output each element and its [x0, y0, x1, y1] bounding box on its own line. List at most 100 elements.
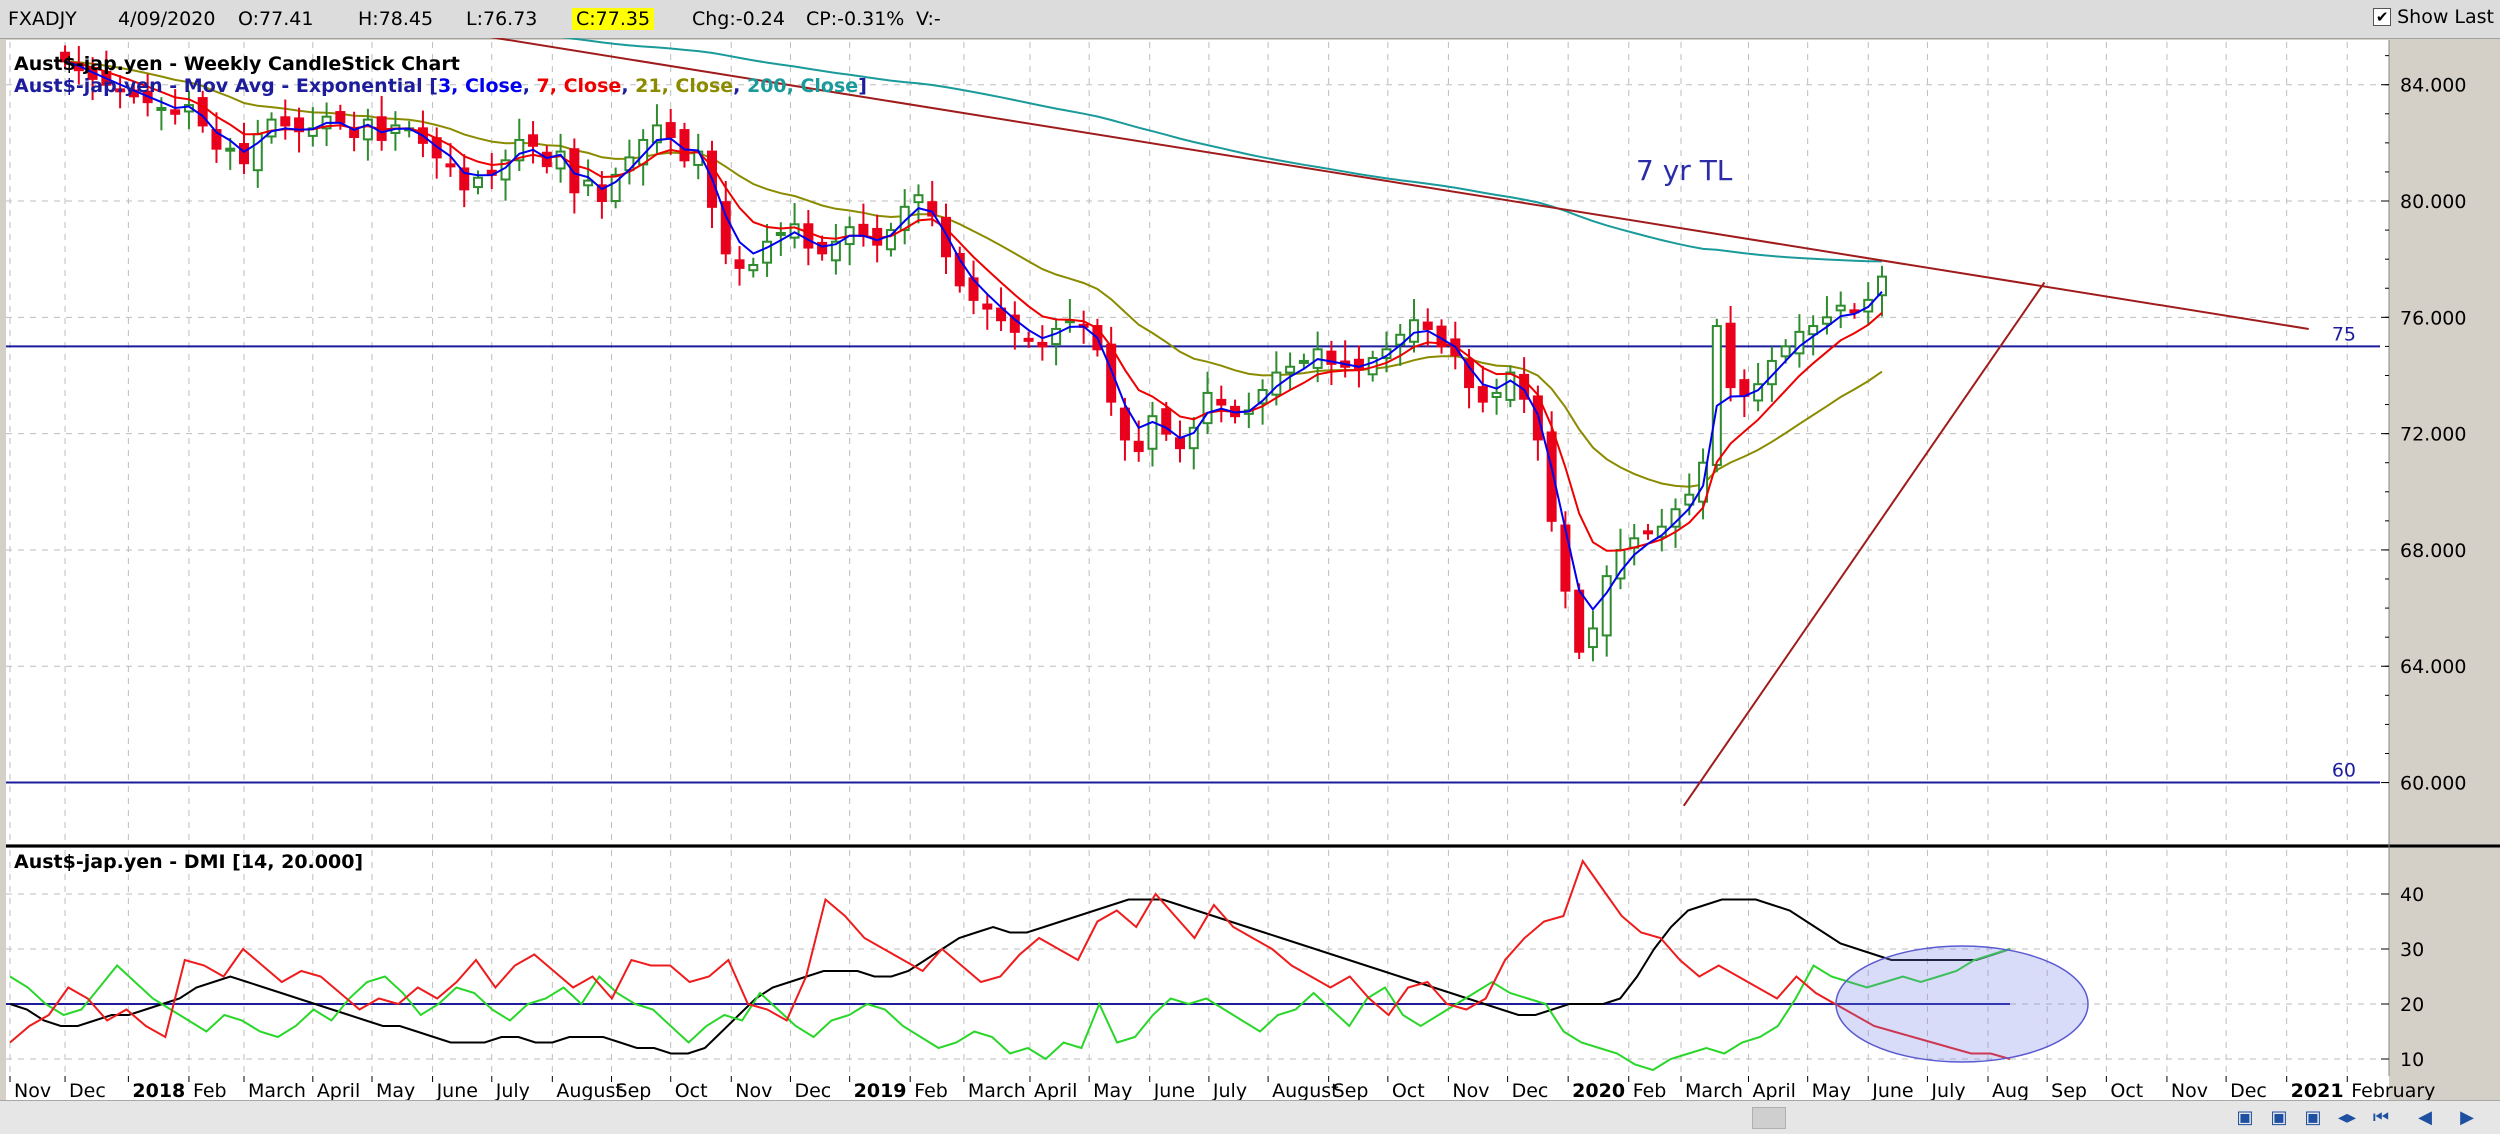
candle-body — [1780, 345, 1791, 358]
dmi-highlight-ellipse — [1835, 945, 2089, 1063]
legend-part-3: 7, Close — [537, 75, 622, 97]
x-tick-label: July — [1212, 1080, 1247, 1100]
dmi-y-tick-label: 20 — [2400, 994, 2424, 1016]
step-forward-button[interactable]: ▶ — [2460, 1107, 2474, 1128]
candle-body — [596, 184, 607, 203]
y-tick-label: 76.000 — [2400, 307, 2466, 329]
zoom-in-button[interactable]: ▣ — [2236, 1107, 2254, 1128]
candle-body — [1133, 440, 1144, 453]
candle-body — [1037, 341, 1048, 348]
price-chart-title: Aust$-jap.yen - Weekly CandleStick Chart — [14, 53, 460, 75]
reset-zoom-button[interactable]: ▣ — [2304, 1107, 2322, 1128]
candle-body — [1821, 316, 1832, 325]
trendline-1 — [1682, 281, 2046, 807]
candle-body — [1739, 379, 1750, 397]
go-start-button[interactable]: ⏮ — [2372, 1107, 2390, 1128]
step-back-button[interactable]: ◀ — [2418, 1107, 2432, 1128]
y-tick-label: 84.000 — [2400, 75, 2466, 97]
legend-part-1: 3, Close — [438, 75, 523, 97]
candle-body — [1409, 319, 1419, 343]
x-tick-label: July — [1930, 1080, 1965, 1100]
x-tick-label: Aug — [1992, 1080, 2029, 1100]
horizontal-scrollbar[interactable]: ▣ ▣ ▣ ◂▸ ⏮ ◀ ▶ — [0, 1100, 2500, 1134]
dmi-y-tick-label: 10 — [2400, 1049, 2424, 1071]
candle-body — [1106, 343, 1117, 403]
candle-body — [1051, 327, 1062, 346]
candle-body — [1505, 371, 1516, 401]
candle-body — [1147, 415, 1158, 450]
candle-body — [1285, 365, 1296, 374]
candle-body — [734, 259, 745, 269]
candle-body — [225, 147, 236, 152]
candle-body — [445, 163, 456, 168]
volume-label: V:- — [916, 8, 941, 30]
candle-body — [1161, 408, 1172, 435]
x-tick-label: May — [1093, 1080, 1132, 1100]
candle-body — [473, 176, 483, 189]
x-tick-label: Feb — [1633, 1080, 1667, 1100]
candle-body — [610, 173, 621, 203]
dmi-plot — [6, 858, 2089, 1072]
candle-body — [1298, 359, 1309, 364]
legend-part-2: , — [523, 75, 537, 97]
candle-body — [1601, 575, 1612, 637]
x-tick-label: April — [1034, 1080, 1077, 1100]
x-tick-label: August — [556, 1080, 623, 1100]
close-label: C:77.35 — [572, 8, 655, 30]
candle-body — [913, 194, 924, 204]
fit-button[interactable]: ◂▸ — [2337, 1107, 2357, 1128]
candle-body — [996, 307, 1007, 322]
candle-body — [362, 118, 373, 141]
dmi-panel-background — [6, 848, 2389, 1076]
candle-body — [528, 134, 539, 147]
candle-body — [830, 240, 841, 262]
candle-body — [335, 111, 346, 124]
candle-body — [170, 109, 181, 115]
candle-body — [665, 122, 676, 139]
x-tick-label: June — [436, 1080, 478, 1100]
dmi-series-+DI — [9, 948, 2011, 1072]
candle-body — [459, 167, 470, 191]
x-tick-label: August — [1272, 1080, 1339, 1100]
candle-body — [1188, 426, 1199, 450]
candle-body — [1119, 407, 1130, 441]
candle-body — [1574, 589, 1585, 653]
candle-body — [1835, 304, 1846, 312]
candle-body — [941, 216, 951, 258]
show-last-checkbox[interactable]: ✔ — [2373, 8, 2392, 26]
legend-part-7: 200, Close — [747, 75, 858, 97]
candle-body — [1353, 358, 1364, 371]
x-tick-label: Nov — [1452, 1080, 1489, 1100]
axes: Nov Dec 2018 Feb March April May June July August… — [9, 55, 2466, 1100]
hline-label-60: 60 — [2332, 760, 2356, 782]
candle-body — [1422, 321, 1433, 330]
hline-label-75: 75 — [2332, 323, 2356, 345]
info-bar: FXADJY 4/09/2020 O:77.41 H:78.45 L:76.73… — [0, 0, 2500, 39]
y-tick-label: 80.000 — [2400, 191, 2466, 213]
candle-body — [1560, 524, 1571, 592]
y-tick-label: 64.000 — [2400, 656, 2466, 678]
candle-body — [927, 201, 938, 217]
x-axis-background — [6, 1076, 2389, 1100]
change-label: Chg:-0.24 — [692, 8, 785, 30]
candle-body — [1491, 391, 1502, 398]
dmi-series--DI — [9, 858, 2011, 1060]
legend-part-6: , — [733, 75, 747, 97]
zoom-out-button[interactable]: ▣ — [2270, 1107, 2288, 1128]
candle-body — [679, 129, 690, 162]
change-pct-label: CP:-0.31% — [806, 8, 905, 30]
trendline-0 — [489, 38, 2309, 330]
candle-body — [1216, 398, 1227, 406]
dmi-y-tick-label: 30 — [2400, 939, 2424, 961]
x-tick-label: Oct — [2110, 1080, 2143, 1100]
scrollbar-thumb[interactable] — [1752, 1107, 1786, 1129]
show-last-toggle[interactable]: ✔ Show Last — [2373, 6, 2494, 28]
candle-body — [1202, 391, 1213, 425]
candle-body — [748, 263, 759, 272]
candle-body — [651, 124, 662, 144]
x-tick-label: March — [968, 1080, 1026, 1100]
chart-area[interactable]: 75 60 Nov Dec 2018 Feb March April May June July A… — [0, 38, 2500, 1100]
candle-body — [1711, 325, 1722, 467]
show-last-label: Show Last — [2397, 6, 2494, 28]
x-tick-label: Sep — [1333, 1080, 1369, 1100]
